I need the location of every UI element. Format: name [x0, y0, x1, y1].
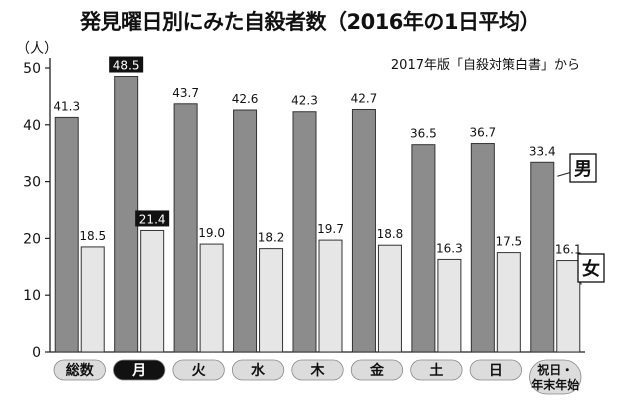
category-pill: [410, 359, 463, 381]
category-pill: [231, 359, 285, 381]
bar-value-label: 41.3: [53, 99, 80, 113]
bar-value-label: 16.3: [436, 241, 463, 255]
legend-label-female: 女: [582, 258, 600, 280]
x-tick-label: 土: [429, 362, 443, 379]
x-tick-label: 月: [131, 363, 146, 379]
bar-male: [173, 103, 198, 353]
bar-male: [530, 161, 555, 353]
bar-value-label: 19.0: [198, 226, 225, 240]
y-tick-label: 50: [23, 61, 41, 77]
bar-male: [351, 108, 376, 353]
x-tick-label: 年末年始: [531, 377, 579, 392]
bar-value-label: 18.2: [258, 231, 285, 245]
bar-value-label: 18.8: [377, 227, 404, 241]
y-axis-label: （人）: [16, 41, 58, 57]
category-pill: [529, 359, 582, 395]
x-tick-label: 水: [251, 362, 266, 379]
category-pill: [291, 359, 344, 381]
bar-value-label: 19.7: [317, 222, 344, 236]
bar-female: [556, 260, 581, 353]
x-tick-label: 金: [369, 362, 385, 379]
x-tick-label: 祝日・: [537, 362, 573, 377]
bar-female: [80, 246, 105, 353]
chart-source: 2017年版「自殺対策白書」から: [390, 58, 580, 73]
category-pill: [350, 359, 404, 381]
bar-value-label: 17.5: [495, 235, 522, 249]
bar-value-label: 48.5: [113, 59, 140, 73]
bar-value-label: 33.4: [529, 144, 556, 158]
y-tick-label: 10: [23, 288, 41, 304]
bar-male: [292, 111, 317, 353]
bar-value-label: 36.7: [469, 126, 496, 140]
bar-female: [259, 248, 284, 353]
y-tick-label: 40: [23, 118, 41, 134]
y-tick-label: 20: [23, 231, 41, 247]
legend-box-male: [569, 153, 597, 183]
legend-box-female: [577, 253, 605, 283]
bar-male: [411, 144, 436, 353]
category-pill: [172, 359, 225, 381]
category-pill: [53, 359, 106, 381]
bar-female: [437, 258, 462, 353]
category-pill: [469, 359, 522, 381]
bar-male: [114, 76, 139, 353]
chart-title: 発見曜日別にみた自殺者数（2016年の1日平均）: [79, 10, 541, 34]
bar-value-label: 42.7: [351, 91, 378, 105]
y-tick-label: 0: [32, 345, 41, 361]
bar-female: [496, 252, 521, 353]
value-label-highlight: [135, 210, 170, 227]
bar-value-label: 16.1: [555, 243, 582, 257]
bar-male: [233, 109, 258, 353]
bar-value-label: 42.6: [232, 92, 259, 106]
bar-female: [318, 239, 343, 353]
bar-value-label: 18.5: [79, 229, 106, 243]
bar-female: [199, 243, 224, 353]
category-pill: [113, 359, 166, 381]
bar-value-label: 42.3: [291, 94, 318, 108]
y-tick-label: 30: [23, 175, 41, 191]
bar-male: [470, 143, 495, 353]
bar-female: [377, 244, 402, 353]
bar-male: [54, 116, 79, 353]
x-tick-label: 火: [192, 363, 207, 379]
bar-value-label: 43.7: [172, 86, 199, 100]
x-tick-label: 木: [310, 362, 326, 379]
bar-female: [140, 229, 165, 353]
x-tick-label: 日: [489, 363, 503, 379]
bar-value-label: 21.4: [139, 212, 166, 226]
value-label-highlight: [109, 56, 144, 73]
bar-value-label: 36.5: [410, 127, 437, 141]
legend-label-male: 男: [574, 159, 592, 180]
x-tick-label: 総数: [66, 362, 95, 379]
